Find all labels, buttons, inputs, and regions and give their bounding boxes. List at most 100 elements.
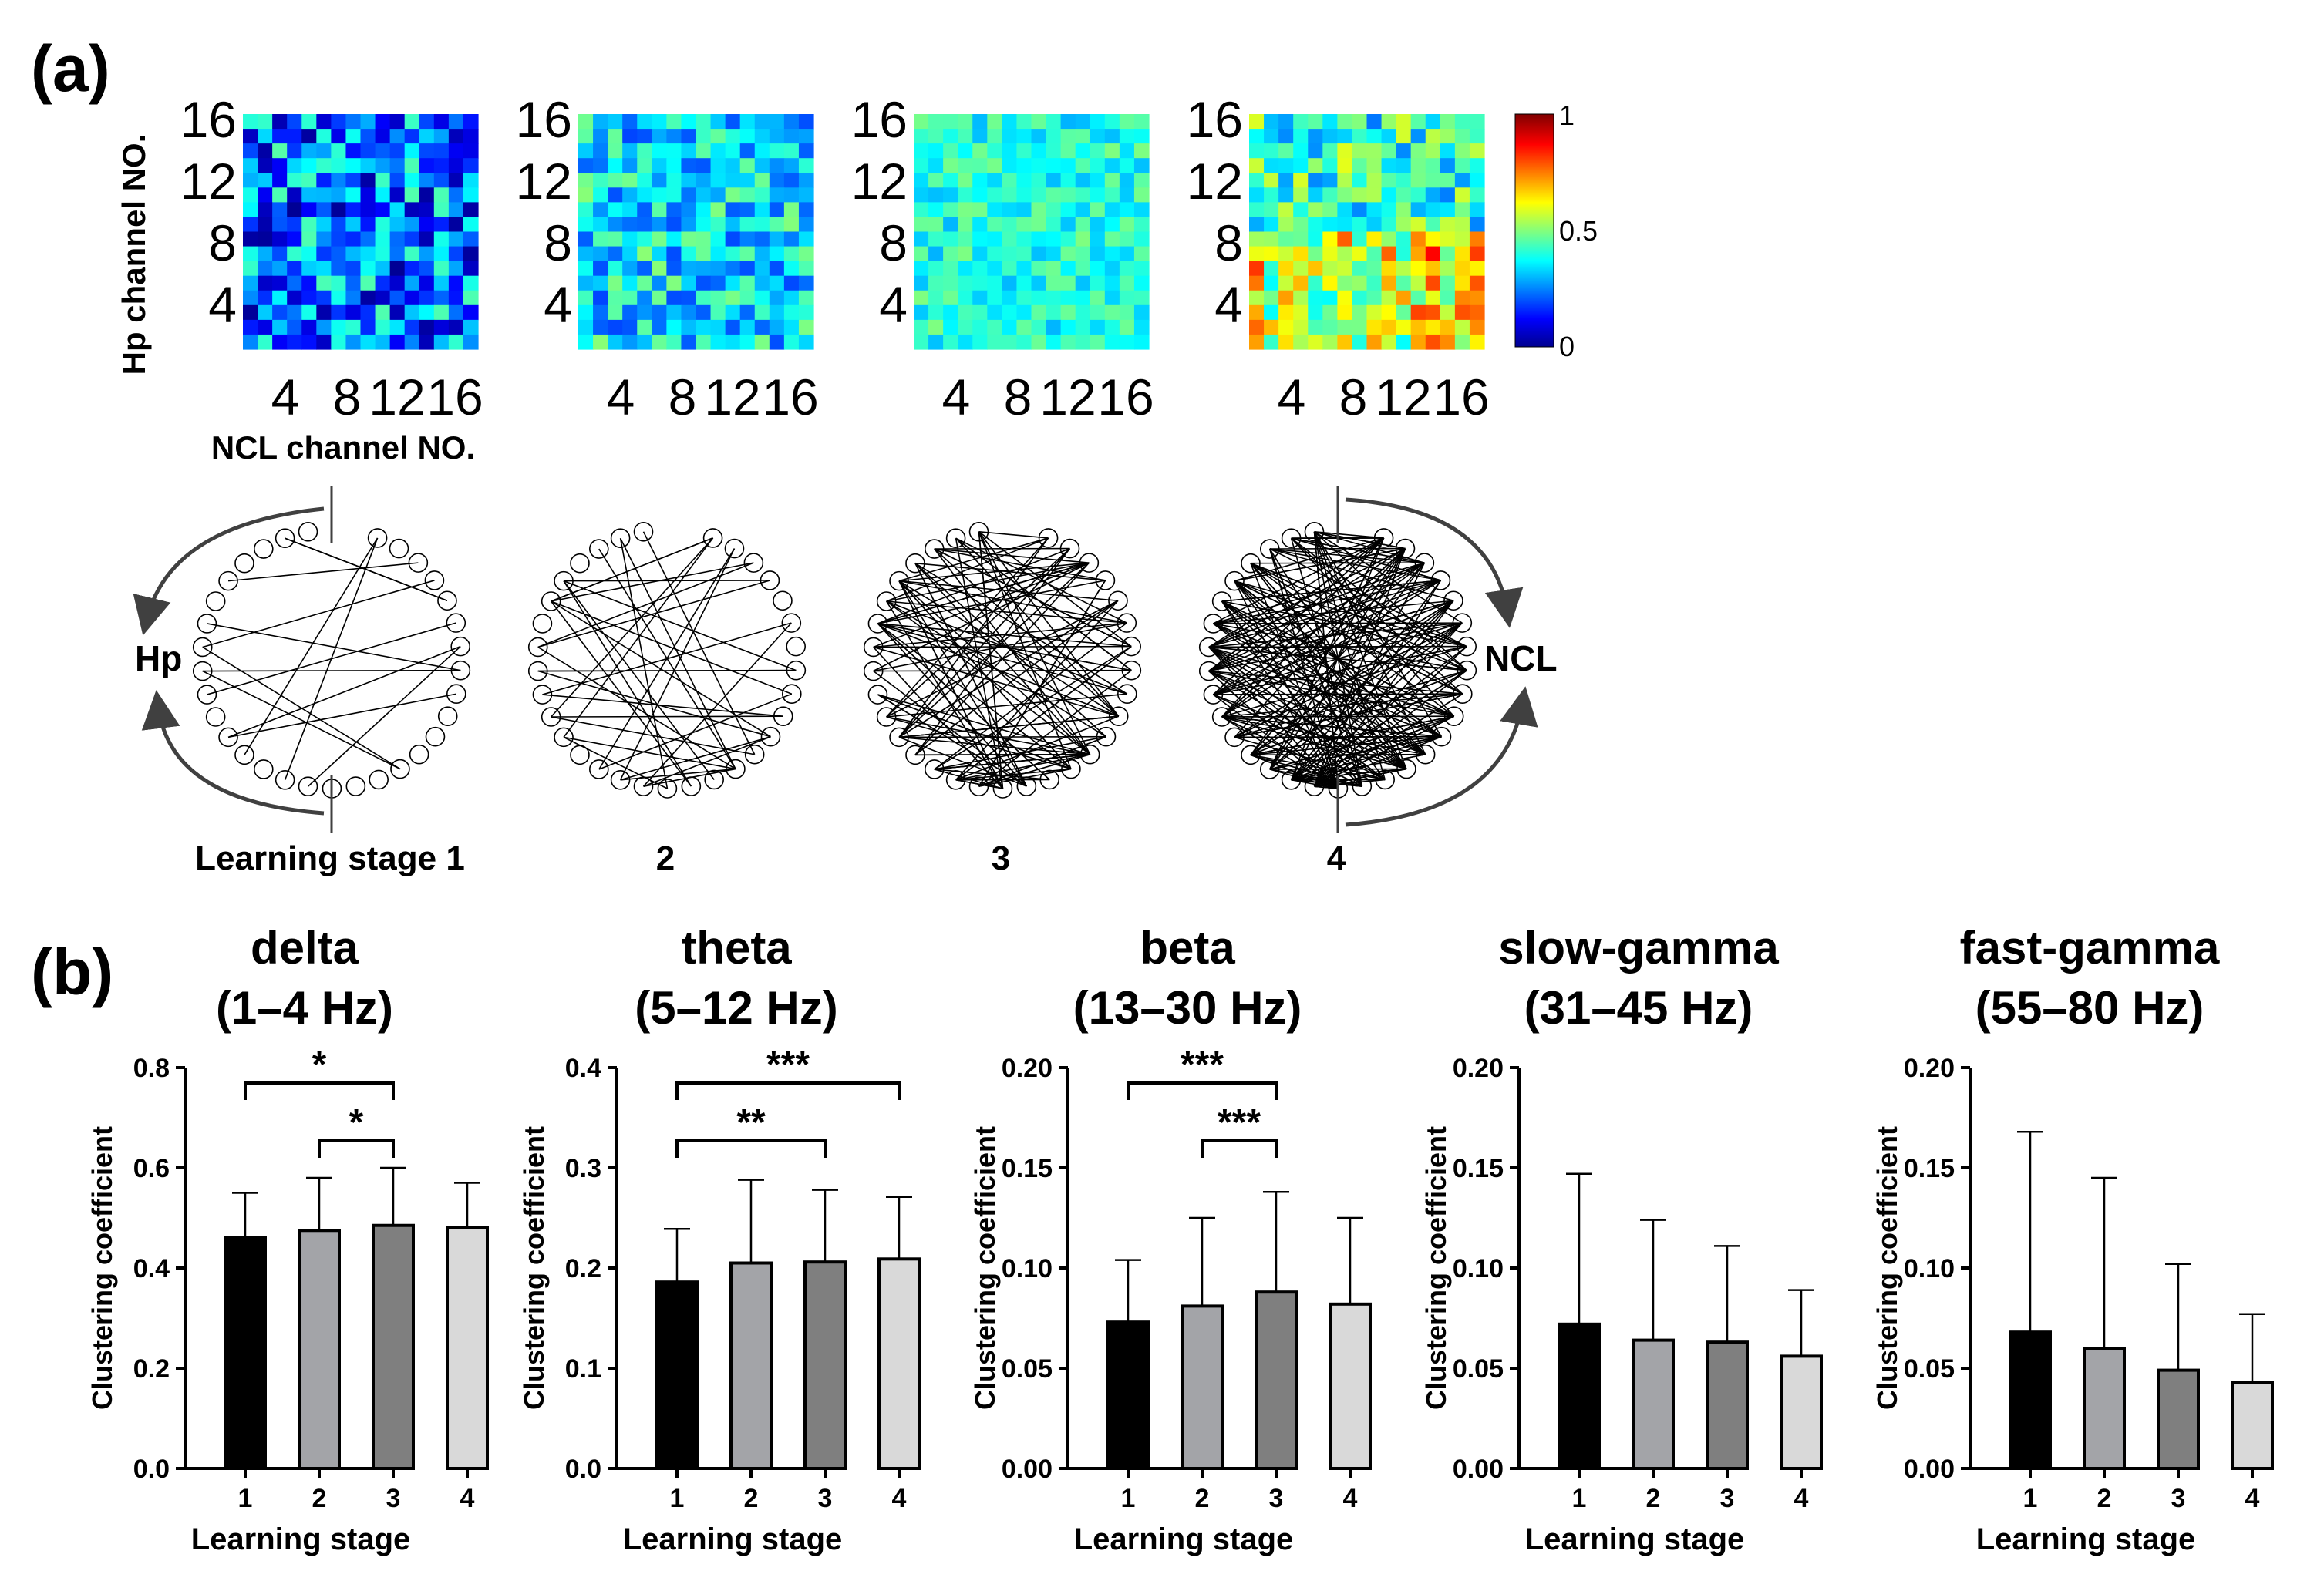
bar-stage-1: [2009, 1330, 2052, 1470]
heatmap-cell: [1060, 129, 1076, 144]
heatmap-cell: [987, 158, 1002, 173]
heatmap-cell: [1278, 334, 1294, 350]
heatmap-cell: [345, 217, 362, 233]
heatmap-cell: [958, 187, 973, 203]
heatmap-cell: [637, 261, 652, 277]
heatmap-cell: [1264, 304, 1279, 321]
network-edge: [202, 580, 435, 648]
heatmap-cell: [1293, 129, 1309, 144]
network-node: [633, 776, 654, 797]
heatmap-cell: [272, 158, 288, 173]
heatmap-cell: [1031, 275, 1047, 291]
heatmap-cell: [448, 290, 464, 306]
heatmap-cell: [987, 202, 1002, 218]
heatmap-cell: [375, 217, 391, 233]
heatmap-cell: [448, 275, 464, 291]
heatmap-cell: [1381, 158, 1397, 173]
heatmap-cell: [696, 319, 712, 335]
heatmap-cell: [463, 129, 479, 144]
heatmap-cell: [622, 114, 638, 130]
heatmap-cell: [360, 158, 376, 173]
heatmap-cell: [1016, 202, 1032, 218]
heatmap-cell: [389, 275, 406, 291]
heatmap-cell: [301, 304, 317, 321]
heatmap-cell: [463, 143, 479, 159]
heatmap-cell: [448, 129, 464, 144]
heatmap-cell: [769, 246, 785, 262]
heatmap-cell: [578, 158, 594, 173]
chart-subtitle: (1–4 Hz): [216, 982, 393, 1034]
heatmap-cell: [389, 231, 406, 247]
heatmap-cell: [404, 261, 420, 277]
heatmap-cell: [754, 202, 770, 218]
network-edge: [563, 580, 715, 780]
heatmap-cell: [1133, 304, 1150, 321]
network-edges: [537, 531, 797, 789]
heatmap-cell: [345, 304, 362, 321]
heatmap-cell: [739, 334, 756, 350]
heatmap-cell: [972, 246, 988, 262]
heatmap-cell: [622, 319, 638, 335]
heatmap-cell: [301, 261, 317, 277]
heatmap-cell: [1249, 129, 1265, 144]
heatmap-cell: [681, 187, 697, 203]
bar-stage-4: [446, 1226, 489, 1470]
heatmap-cell: [1016, 290, 1032, 306]
heatmap-cell: [1293, 231, 1309, 247]
heatmap-cell: [1337, 129, 1353, 144]
heatmap-cell: [769, 334, 785, 350]
x-tick-label: 1: [670, 1484, 685, 1513]
heatmap-cell: [666, 129, 682, 144]
heatmap-cell: [666, 143, 682, 159]
heatmap-cell: [1104, 158, 1120, 173]
heatmap-cell: [1366, 261, 1383, 277]
heatmap-cell: [1031, 202, 1047, 218]
heatmap-cell: [943, 261, 958, 277]
heatmap-cell: [972, 217, 988, 233]
network-node: [786, 636, 806, 657]
heatmap-cell: [345, 246, 362, 262]
heatmap-cell: [1293, 114, 1309, 130]
network-node: [1108, 706, 1129, 727]
x-tick-label: 1: [2023, 1484, 2038, 1513]
network-edge: [934, 548, 1106, 581]
heatmap-cell: [754, 334, 770, 350]
ncl-region-label: NCL: [1484, 638, 1558, 678]
heatmap-cell: [433, 334, 450, 350]
heatmap-cell: [1308, 129, 1323, 144]
x-tick-label: 1: [1121, 1484, 1136, 1513]
heatmap-cell: [1031, 129, 1047, 144]
heatmap-cell: [331, 246, 347, 262]
heatmap-cell: [1352, 261, 1368, 277]
heatmap-cell: [725, 334, 741, 350]
x-tick-label: 12: [1375, 368, 1431, 426]
heatmap-cell: [1410, 319, 1426, 335]
network-edge: [877, 694, 1090, 755]
heatmap-cell: [1090, 304, 1106, 321]
heatmap-cell: [1293, 304, 1309, 321]
heatmap-cell: [1046, 275, 1062, 291]
heatmap-cell: [578, 290, 594, 306]
heatmap-cell: [1133, 261, 1150, 277]
heatmap-cell: [287, 158, 302, 173]
heatmap-cell: [331, 129, 347, 144]
heatmap-cell: [389, 129, 406, 144]
heatmap-cell: [1119, 290, 1135, 306]
y-axis-title: Clustering coefficient: [969, 1126, 1001, 1410]
network-edge: [955, 537, 1120, 717]
network-row: Learning stage 1 2 3 4 Hp NCL: [133, 486, 1558, 877]
network-edge: [955, 779, 1003, 789]
network-edge: [551, 537, 713, 602]
network-edge: [227, 693, 456, 738]
heatmap-cell: [608, 158, 623, 173]
heatmap-cell: [972, 231, 988, 247]
heatmap-cell: [783, 129, 800, 144]
heatmap-cell: [1425, 217, 1441, 233]
heatmap-cell: [1337, 217, 1353, 233]
network-node: [867, 684, 888, 705]
heatmap-cell: [1075, 231, 1091, 247]
heatmap-cell: [914, 173, 929, 188]
heatmap-cell: [725, 158, 741, 173]
heatmap-cell: [243, 217, 258, 233]
heatmap-cell: [1264, 290, 1279, 306]
